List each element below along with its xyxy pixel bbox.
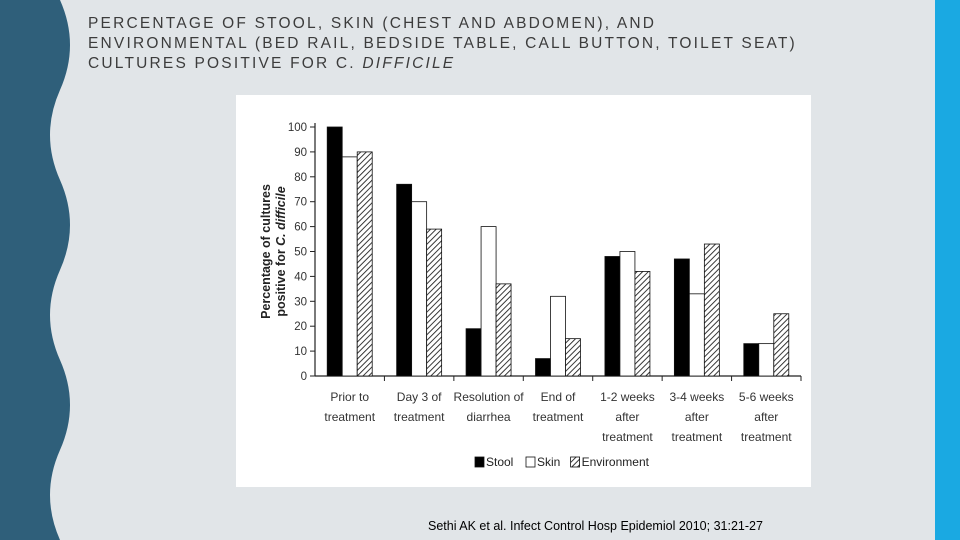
bar-chart: 0 10 20 30 40 50 60 70 80 90 100 Percentage of cult… [259,122,802,469]
bar-stool-6 [673,258,690,377]
x-tick-label: Prior to [330,390,369,404]
bar-stool-3 [465,328,482,377]
legend-label-environment: Environment [582,455,650,469]
bar-environment-4 [565,338,581,377]
bar-environment-3 [495,283,512,377]
bar-stool-4 [535,358,551,377]
legend-label-skin: Skin [537,455,560,469]
bar-skin-6 [688,293,705,377]
legend-label-stool: Stool [486,455,513,469]
y-tick-label: 80 [294,172,307,184]
x-tick-label: diarrhea [467,410,511,424]
x-tick-label: treatment [672,430,723,444]
slide-title-organism: DIFFICILE [362,55,456,72]
bar-stool-7 [743,343,760,377]
chart-card: 0 10 20 30 40 50 60 70 80 90 100 Percentage of cult… [236,95,811,487]
y-axis-title-line-2: positive for C. difficile [274,186,288,316]
slide-title-line-3: CULTURES POSITIVE FOR C. DIFFICILE [88,54,918,74]
slide-title-line-2: ENVIRONMENTAL (BED RAIL, BEDSIDE TABLE, … [88,35,797,52]
legend-swatch-skin [525,456,536,468]
x-tick-label: End of [541,390,576,404]
bar-stool-5 [604,256,621,377]
bar-stool-2 [396,183,413,377]
y-tick-label: 20 [294,321,307,333]
x-tick-label: after [754,410,778,424]
slide-title-line-3-text: CULTURES POSITIVE FOR C. [88,55,363,72]
y-tick-label: 100 [288,122,307,134]
x-tick-label: treatment [324,410,375,424]
bar-skin-3 [480,226,497,377]
x-tick-label: after [685,410,709,424]
y-tick-label: 60 [294,222,307,234]
y-tick-label: 0 [301,371,307,383]
legend-swatch-stool [474,456,485,468]
x-tick-label: 3-4 weeks [670,390,725,404]
legend-swatch-environment [570,456,581,468]
bar-skin-7 [758,343,775,377]
x-tick-label: after [615,410,639,424]
x-tick-label: treatment [602,430,653,444]
y-axis-title-line-1: Percentage of cultures [259,184,273,319]
x-tick-label: 5-6 weeks [739,390,794,404]
citation: Sethi AK et al. Infect Control Hosp Epid… [428,519,763,533]
bar-environment-7 [773,313,790,377]
x-tick-label: 1-2 weeks [600,390,655,404]
slide-title: PERCENTAGE OF STOOL, SKIN (CHEST AND ABD… [88,14,918,74]
bar-stool-1 [326,126,343,377]
bar-environment-6 [703,243,720,377]
left-decorative-band [0,0,70,540]
x-tick-label: treatment [394,410,445,424]
y-tick-label: 50 [294,247,307,259]
y-tick-label: 30 [294,296,307,308]
bar-skin-4 [550,295,566,377]
bar-skin-1 [341,156,358,377]
y-tick-label: 90 [294,147,307,159]
slide-title-line-1: PERCENTAGE OF STOOL, SKIN (CHEST AND ABD… [88,15,657,32]
x-tick-label: treatment [533,410,584,424]
x-tick-label: treatment [741,430,792,444]
right-accent-band [935,0,960,540]
x-tick-label: Day 3 of [397,390,442,404]
bar-skin-2 [411,201,428,377]
y-tick-label: 40 [294,271,307,283]
x-tick-label: Resolution of [454,390,525,404]
bar-environment-5 [634,271,651,377]
bar-skin-5 [619,251,636,377]
y-tick-label: 10 [294,346,307,358]
bar-environment-2 [426,228,443,377]
bar-environment-1 [356,151,373,377]
y-tick-label: 70 [294,197,307,209]
